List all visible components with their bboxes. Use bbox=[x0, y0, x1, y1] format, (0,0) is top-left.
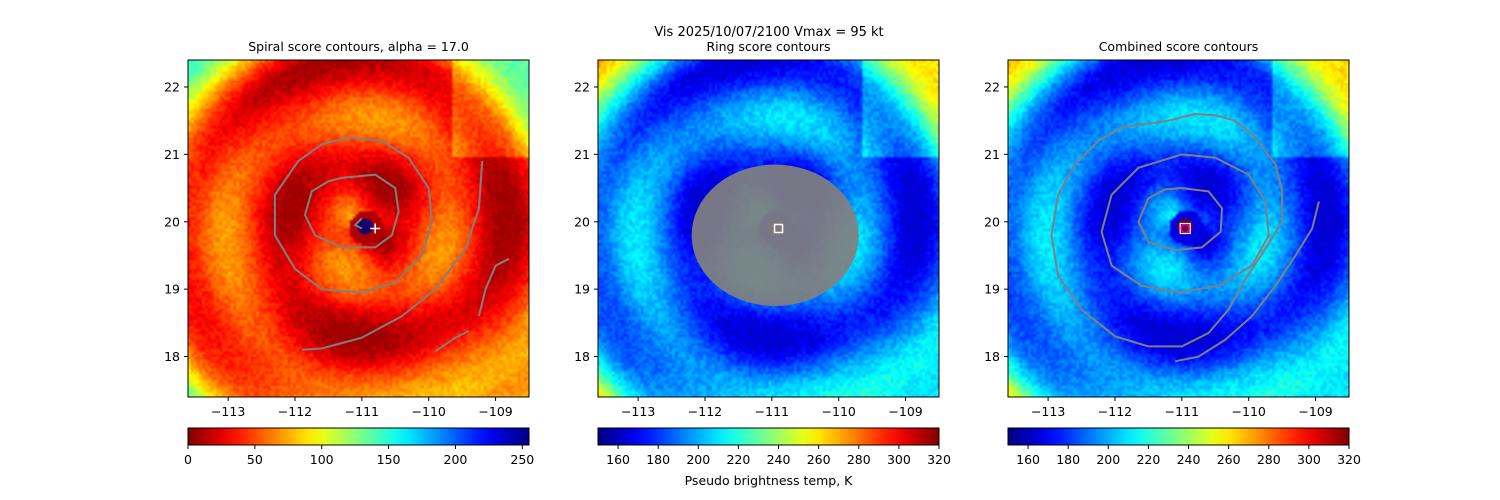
colorbar-tick-label: 50 bbox=[247, 452, 263, 467]
panel-title: Spiral score contours, alpha = 17.0 bbox=[248, 39, 469, 54]
contour-line bbox=[1050, 112, 1284, 348]
x-tick-label: −109 bbox=[1298, 404, 1332, 419]
colorbar-tick-label: 200 bbox=[686, 452, 710, 467]
y-tick-label: 21 bbox=[984, 147, 1000, 162]
contour-line bbox=[434, 330, 470, 353]
center-marker bbox=[1179, 222, 1191, 235]
panel-combined: Combined score contours −113 −112 −111 −110… bbox=[984, 39, 1350, 419]
x-tick-label: −111 bbox=[345, 404, 379, 419]
x-tick-label: −109 bbox=[888, 404, 922, 419]
colorbar-tick-label: 280 bbox=[847, 452, 871, 467]
contour-line bbox=[273, 136, 434, 294]
colorbar-label: Pseudo brightness temp, K bbox=[685, 473, 854, 488]
colorbar-tick-label: 300 bbox=[1297, 452, 1321, 467]
x-tick-label: −111 bbox=[755, 404, 789, 419]
colorbar-tick-label: 300 bbox=[887, 452, 911, 467]
x-tick-label: −113 bbox=[211, 404, 245, 419]
colorbar-tick-label: 320 bbox=[927, 452, 951, 467]
colorbar-tick-label: 240 bbox=[767, 452, 791, 467]
colorbar-tick-label: 280 bbox=[1257, 452, 1281, 467]
colorbar-tick-label: 160 bbox=[606, 452, 630, 467]
y-tick-label: 22 bbox=[984, 79, 1000, 94]
colorbar-tick-label: 0 bbox=[184, 452, 192, 467]
ring-score-region bbox=[691, 164, 859, 307]
y-tick-label: 21 bbox=[574, 147, 590, 162]
colorbar-tick-label: 250 bbox=[510, 452, 534, 467]
axes-frame bbox=[187, 59, 530, 398]
contour-line bbox=[353, 217, 363, 230]
colorbar-tick-label: 200 bbox=[1096, 452, 1120, 467]
colorbar-tick-label: 240 bbox=[1177, 452, 1201, 467]
contour-line bbox=[303, 173, 400, 249]
colorbar-tick-label: 260 bbox=[1217, 452, 1241, 467]
y-tick-label: 19 bbox=[984, 282, 1000, 297]
colorbar-tick-label: 180 bbox=[646, 452, 670, 467]
colorbar-tick-label: 150 bbox=[377, 452, 401, 467]
contour-line bbox=[1100, 153, 1270, 294]
x-tick-label: −110 bbox=[1232, 404, 1266, 419]
colorbar-gradient bbox=[597, 427, 940, 446]
y-tick-label: 22 bbox=[164, 79, 180, 94]
contour-line bbox=[301, 161, 484, 351]
y-tick-label: 20 bbox=[164, 214, 180, 229]
y-tick-label: 19 bbox=[164, 282, 180, 297]
x-tick-label: −112 bbox=[688, 404, 722, 419]
colorbar-tick-label: 100 bbox=[310, 452, 334, 467]
colorbar-gradient bbox=[187, 427, 530, 446]
x-tick-label: −112 bbox=[278, 404, 312, 419]
x-tick-label: −110 bbox=[822, 404, 856, 419]
y-tick-label: 18 bbox=[164, 349, 180, 364]
panel-title: Ring score contours bbox=[706, 39, 830, 54]
panel-spiral: Spiral score contours, alpha = 17.0 −113… bbox=[164, 39, 530, 419]
x-tick-label: −111 bbox=[1165, 404, 1199, 419]
x-tick-label: −112 bbox=[1098, 404, 1132, 419]
center-marker-circle bbox=[1180, 223, 1190, 234]
contour-line bbox=[477, 257, 510, 317]
axes-frame bbox=[1007, 59, 1350, 398]
colorbar-tick-label: 200 bbox=[444, 452, 468, 467]
center-marker bbox=[773, 223, 784, 234]
contour-line bbox=[1175, 201, 1320, 363]
colorbar-spiral: 0 50 100 150 200 250 bbox=[184, 427, 534, 467]
y-tick-label: 20 bbox=[574, 214, 590, 229]
y-tick-label: 21 bbox=[164, 147, 180, 162]
suptitle: Vis 2025/10/07/2100 Vmax = 95 kt bbox=[654, 25, 883, 40]
contour-line bbox=[1137, 187, 1224, 252]
colorbar-tick-label: 220 bbox=[726, 452, 750, 467]
y-tick-label: 19 bbox=[574, 282, 590, 297]
axes-frame bbox=[597, 59, 940, 398]
colorbar-tick-label: 220 bbox=[1136, 452, 1160, 467]
colorbar-tick-label: 320 bbox=[1337, 452, 1361, 467]
colorbar-ring: Pseudo brightness temp, K 160 180 200 220 24… bbox=[597, 427, 951, 488]
y-tick-label: 22 bbox=[574, 79, 590, 94]
eye-core bbox=[357, 218, 374, 235]
colorbar-combined: 160 180 200 220 240 260 280 300 320 bbox=[1007, 427, 1361, 467]
colorbar-tick-label: 160 bbox=[1016, 452, 1040, 467]
x-tick-label: −110 bbox=[412, 404, 446, 419]
colorbar-gradient bbox=[1007, 427, 1350, 446]
x-tick-label: −109 bbox=[478, 404, 512, 419]
x-tick-label: −113 bbox=[621, 404, 655, 419]
center-marker bbox=[370, 223, 381, 234]
colorbar-tick-label: 180 bbox=[1056, 452, 1080, 467]
y-tick-label: 18 bbox=[574, 349, 590, 364]
x-tick-label: −113 bbox=[1031, 404, 1065, 419]
y-tick-label: 18 bbox=[984, 349, 1000, 364]
y-tick-label: 20 bbox=[984, 214, 1000, 229]
panel-ring: Ring score contours −113 −112 −111 −110 −109… bbox=[574, 39, 940, 419]
panel-title: Combined score contours bbox=[1099, 39, 1259, 54]
colorbar-tick-label: 260 bbox=[807, 452, 831, 467]
